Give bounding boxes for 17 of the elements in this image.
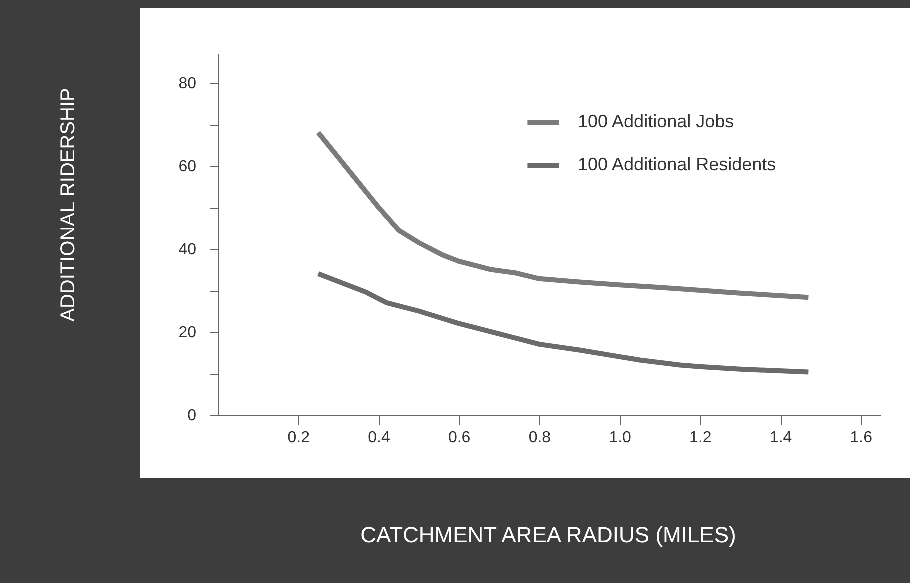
- y-tick-label: 60: [178, 158, 197, 176]
- x-tick-label: 0.6: [448, 430, 471, 446]
- x-axis-title: CATCHMENT AREA RADIUS (MILES): [360, 522, 736, 548]
- y-tick-label: 20: [178, 324, 197, 342]
- x-tick-label: 0.8: [528, 430, 552, 446]
- legend-label: 100 Additional Residents: [578, 154, 776, 174]
- x-tick-label: 1.2: [690, 430, 712, 446]
- y-tick-label: 80: [178, 76, 197, 93]
- y-tick-label: 40: [178, 242, 197, 259]
- x-tick-label: 1.4: [770, 430, 792, 446]
- x-tick-label: 1.6: [850, 430, 873, 446]
- y-tick-label: 0: [188, 408, 197, 424]
- x-tick-label: 1.0: [609, 430, 632, 446]
- x-tick-label: 0.4: [368, 430, 390, 446]
- legend-label: 100 Additional Jobs: [578, 112, 734, 132]
- y-axis-title: ADDITIONAL RIDERSHIP: [58, 88, 80, 322]
- x-tick-label: 0.2: [288, 430, 310, 446]
